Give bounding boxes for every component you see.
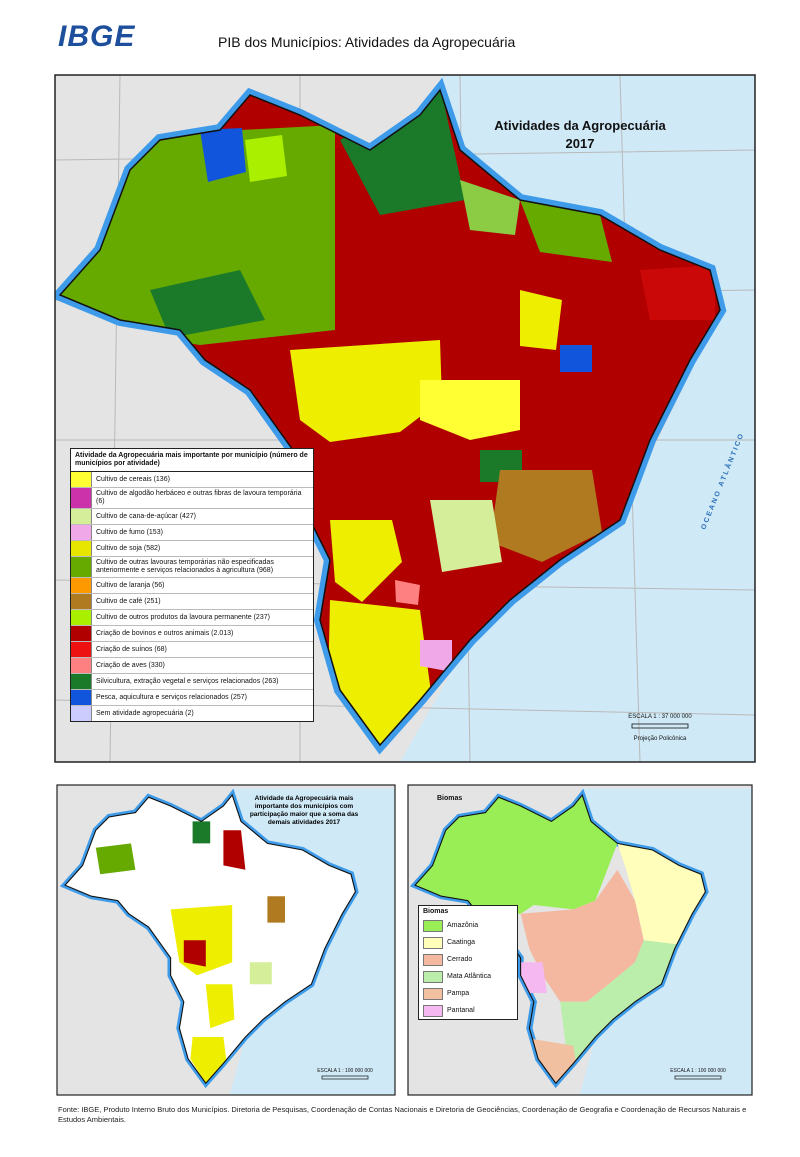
legend-item: Cultivo de soja (582) <box>71 541 313 557</box>
legend-swatch <box>423 919 443 932</box>
legend-label: Cultivo de cereais (136) <box>96 475 170 483</box>
map-year: 2017 <box>566 136 595 151</box>
legend-item: Mata Atlântica <box>419 968 517 985</box>
legend-swatch <box>423 936 443 949</box>
legend-label: Criação de bovinos e outros animais (2.0… <box>96 629 234 637</box>
legend-label: Pantanal <box>447 1007 475 1014</box>
legend-label: Mata Atlântica <box>447 973 491 980</box>
legend-swatch <box>71 472 92 487</box>
legend-item: Criação de bovinos e outros animais (2.0… <box>71 626 313 642</box>
inset-title: Biomas <box>437 795 462 802</box>
legend-item: Caatinga <box>419 934 517 951</box>
legend-label: Cultivo de cana-de-açúcar (427) <box>96 512 196 520</box>
legend-swatch <box>423 953 443 966</box>
legend-label: Cultivo de café (251) <box>96 597 161 605</box>
logo: IBGE <box>58 20 136 53</box>
legend-item: Cultivo de outras lavouras temporárias n… <box>71 557 313 578</box>
legend-item: Cultivo de café (251) <box>71 594 313 610</box>
legend-label: Sem atividade agropecuária (2) <box>96 709 194 717</box>
inset-map-2: Biomas ESCALA 1 : 100 000 000 <box>408 785 752 1095</box>
legend-label: Cultivo de soja (582) <box>96 544 161 552</box>
legend-swatch <box>423 987 443 1000</box>
legend-item: Pesca, aquicultura e serviços relacionad… <box>71 690 313 706</box>
map-scale: ESCALA 1 : 37 000 000 <box>628 714 692 720</box>
legend-swatch <box>71 541 92 556</box>
inset-scale: ESCALA 1 : 100 000 000 <box>670 1068 726 1074</box>
legend-swatch <box>423 1004 443 1017</box>
legend-swatch <box>71 488 92 508</box>
legend-label: Pesca, aquicultura e serviços relacionad… <box>96 693 247 701</box>
legend-label: Criação de aves (330) <box>96 661 165 669</box>
legend-item: Criação de aves (330) <box>71 658 313 674</box>
legend-label: Cultivo de fumo (153) <box>96 528 163 536</box>
legend-item: Cultivo de algodão herbáceo e outras fib… <box>71 488 313 509</box>
legend-swatch <box>71 525 92 540</box>
legend-swatch <box>71 690 92 705</box>
legend-label: Cultivo de outras lavouras temporárias n… <box>96 559 274 574</box>
legend-item: Cultivo de cereais (136) <box>71 472 313 488</box>
legend-label: Pampa <box>447 990 470 997</box>
legend-swatch <box>71 658 92 673</box>
legend-item: Sem atividade agropecuária (2) <box>71 706 313 721</box>
legend-label: Cultivo de laranja (56) <box>96 581 165 589</box>
inset-title: Atividade da Agropecuária mais important… <box>249 795 359 826</box>
legend-swatch <box>71 610 92 625</box>
legend-item: Pampa <box>419 985 517 1002</box>
legend-item: Cultivo de laranja (56) <box>71 578 313 594</box>
legend-swatch <box>71 557 92 577</box>
map-title: Atividades da Agropecuária <box>494 118 666 133</box>
legend-item: Silvicultura, extração vegetal e serviço… <box>71 674 313 690</box>
legend-swatch <box>71 706 92 721</box>
legend-swatch <box>71 594 92 609</box>
legend-label: Cerrado <box>447 956 473 963</box>
biome-area <box>520 869 644 1002</box>
legend-swatch <box>423 970 443 983</box>
legend-item: Cultivo de fumo (153) <box>71 525 313 541</box>
map-projection: Projeção Policônica <box>634 736 687 742</box>
legend-item: Amazônia <box>419 917 517 934</box>
legend-swatch <box>71 674 92 689</box>
legend-item: Criação de suínos (68) <box>71 642 313 658</box>
legend-item: Cerrado <box>419 951 517 968</box>
legend-label: Cultivo de outros produtos da lavoura pe… <box>96 613 270 621</box>
legend: Biomas Amazônia Caatinga Cerrado Mata Atlân… <box>418 905 518 1020</box>
legend: Atividade da Agropecuária mais important… <box>70 448 314 722</box>
page-title: PIB dos Municípios: Atividades da Agrope… <box>218 34 516 50</box>
legend-label: Caatinga <box>447 939 476 946</box>
legend-label: Cultivo de algodão herbáceo e outras fib… <box>96 490 302 505</box>
legend-label: Amazônia <box>447 922 479 929</box>
biome-area <box>520 962 547 993</box>
legend-swatch <box>71 509 92 524</box>
inset-map-1: ESCALA 1 : 100 000 000 <box>57 785 395 1095</box>
legend-label: Criação de suínos (68) <box>96 645 167 653</box>
legend-swatch <box>71 626 92 641</box>
inset-scale: ESCALA 1 : 100 000 000 <box>317 1068 373 1074</box>
legend-title: Biomas <box>423 908 449 915</box>
legend-item: Pantanal <box>419 1002 517 1019</box>
legend-title: Atividade da Agropecuária mais important… <box>71 449 313 472</box>
legend-label: Silvicultura, extração vegetal e serviço… <box>96 677 279 685</box>
source-note: Fonte: IBGE, Produto Interno Bruto dos M… <box>58 1105 747 1124</box>
legend-item: Cultivo de cana-de-açúcar (427) <box>71 509 313 525</box>
legend-item: Cultivo de outros produtos da lavoura pe… <box>71 610 313 626</box>
legend-swatch <box>71 642 92 657</box>
legend-swatch <box>71 578 92 593</box>
